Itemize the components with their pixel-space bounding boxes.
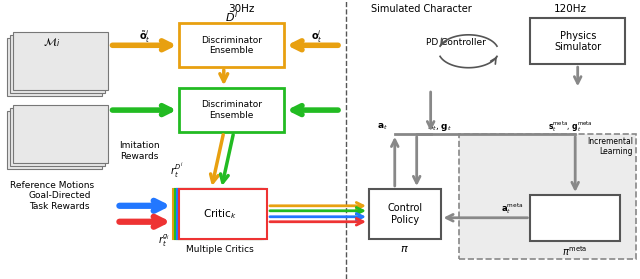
Bar bbox=[531, 195, 620, 241]
Text: 30Hz: 30Hz bbox=[228, 4, 255, 15]
Text: Physics
Simulator: Physics Simulator bbox=[554, 30, 601, 52]
Text: $\mathbf{a}_t^{\mathrm{meta}}$: $\mathbf{a}_t^{\mathrm{meta}}$ bbox=[501, 201, 524, 216]
Text: $\mathbf{s}_t^{\mathrm{meta}}$, $\mathbf{g}_t^{\mathrm{meta}}$: $\mathbf{s}_t^{\mathrm{meta}}$, $\mathbf… bbox=[548, 120, 593, 134]
Text: Control
Policy: Control Policy bbox=[387, 203, 422, 225]
Bar bbox=[177, 189, 265, 239]
Text: Simulated Character: Simulated Character bbox=[371, 4, 472, 15]
Text: $\mathbf{a}_t$: $\mathbf{a}_t$ bbox=[378, 122, 388, 132]
Bar bbox=[10, 108, 105, 166]
Bar bbox=[531, 18, 625, 64]
Bar bbox=[173, 189, 261, 239]
Bar bbox=[179, 88, 284, 132]
Bar bbox=[179, 23, 284, 67]
Text: $\mathbf{o}_t^i$: $\mathbf{o}_t^i$ bbox=[311, 28, 323, 45]
Text: Multiple Critics: Multiple Critics bbox=[186, 245, 254, 254]
Text: Critic$_k$: Critic$_k$ bbox=[204, 207, 237, 221]
Text: $D^i$: $D^i$ bbox=[225, 8, 239, 25]
Text: Meta
Policy: Meta Policy bbox=[561, 207, 589, 229]
Text: Imitation
Rewards: Imitation Rewards bbox=[119, 141, 160, 161]
Text: PD Controller: PD Controller bbox=[426, 38, 486, 47]
Bar bbox=[10, 35, 105, 93]
Bar bbox=[175, 189, 263, 239]
Text: Discriminator
Ensemble: Discriminator Ensemble bbox=[201, 100, 262, 120]
Text: $r_t^{D^i}$: $r_t^{D^i}$ bbox=[170, 162, 183, 180]
Bar bbox=[13, 105, 108, 163]
Bar bbox=[13, 32, 108, 90]
Text: $\mathbf{s}_t$, $\mathbf{g}_t$: $\mathbf{s}_t$, $\mathbf{g}_t$ bbox=[427, 122, 452, 133]
Text: $\pi^{\mathrm{meta}}$: $\pi^{\mathrm{meta}}$ bbox=[563, 244, 588, 258]
Text: Discriminator
Ensemble: Discriminator Ensemble bbox=[201, 36, 262, 55]
Text: Goal-Directed
Task Rewards: Goal-Directed Task Rewards bbox=[29, 191, 91, 211]
Bar bbox=[7, 38, 102, 96]
Text: $\pi$: $\pi$ bbox=[400, 244, 409, 254]
Text: $r_t^{g_i}$: $r_t^{g_i}$ bbox=[158, 232, 171, 249]
Text: Incremental
Learning: Incremental Learning bbox=[587, 137, 633, 157]
Bar bbox=[458, 134, 636, 259]
Bar bbox=[179, 189, 267, 239]
Bar bbox=[7, 111, 102, 169]
Text: 120Hz: 120Hz bbox=[554, 4, 587, 15]
Text: Reference Motions: Reference Motions bbox=[10, 181, 94, 190]
Bar bbox=[369, 189, 440, 239]
Text: $\mathcal{M}_i$: $\mathcal{M}_i$ bbox=[44, 36, 60, 49]
Text: $\tilde{\mathbf{o}}_t^i$: $\tilde{\mathbf{o}}_t^i$ bbox=[139, 28, 150, 45]
